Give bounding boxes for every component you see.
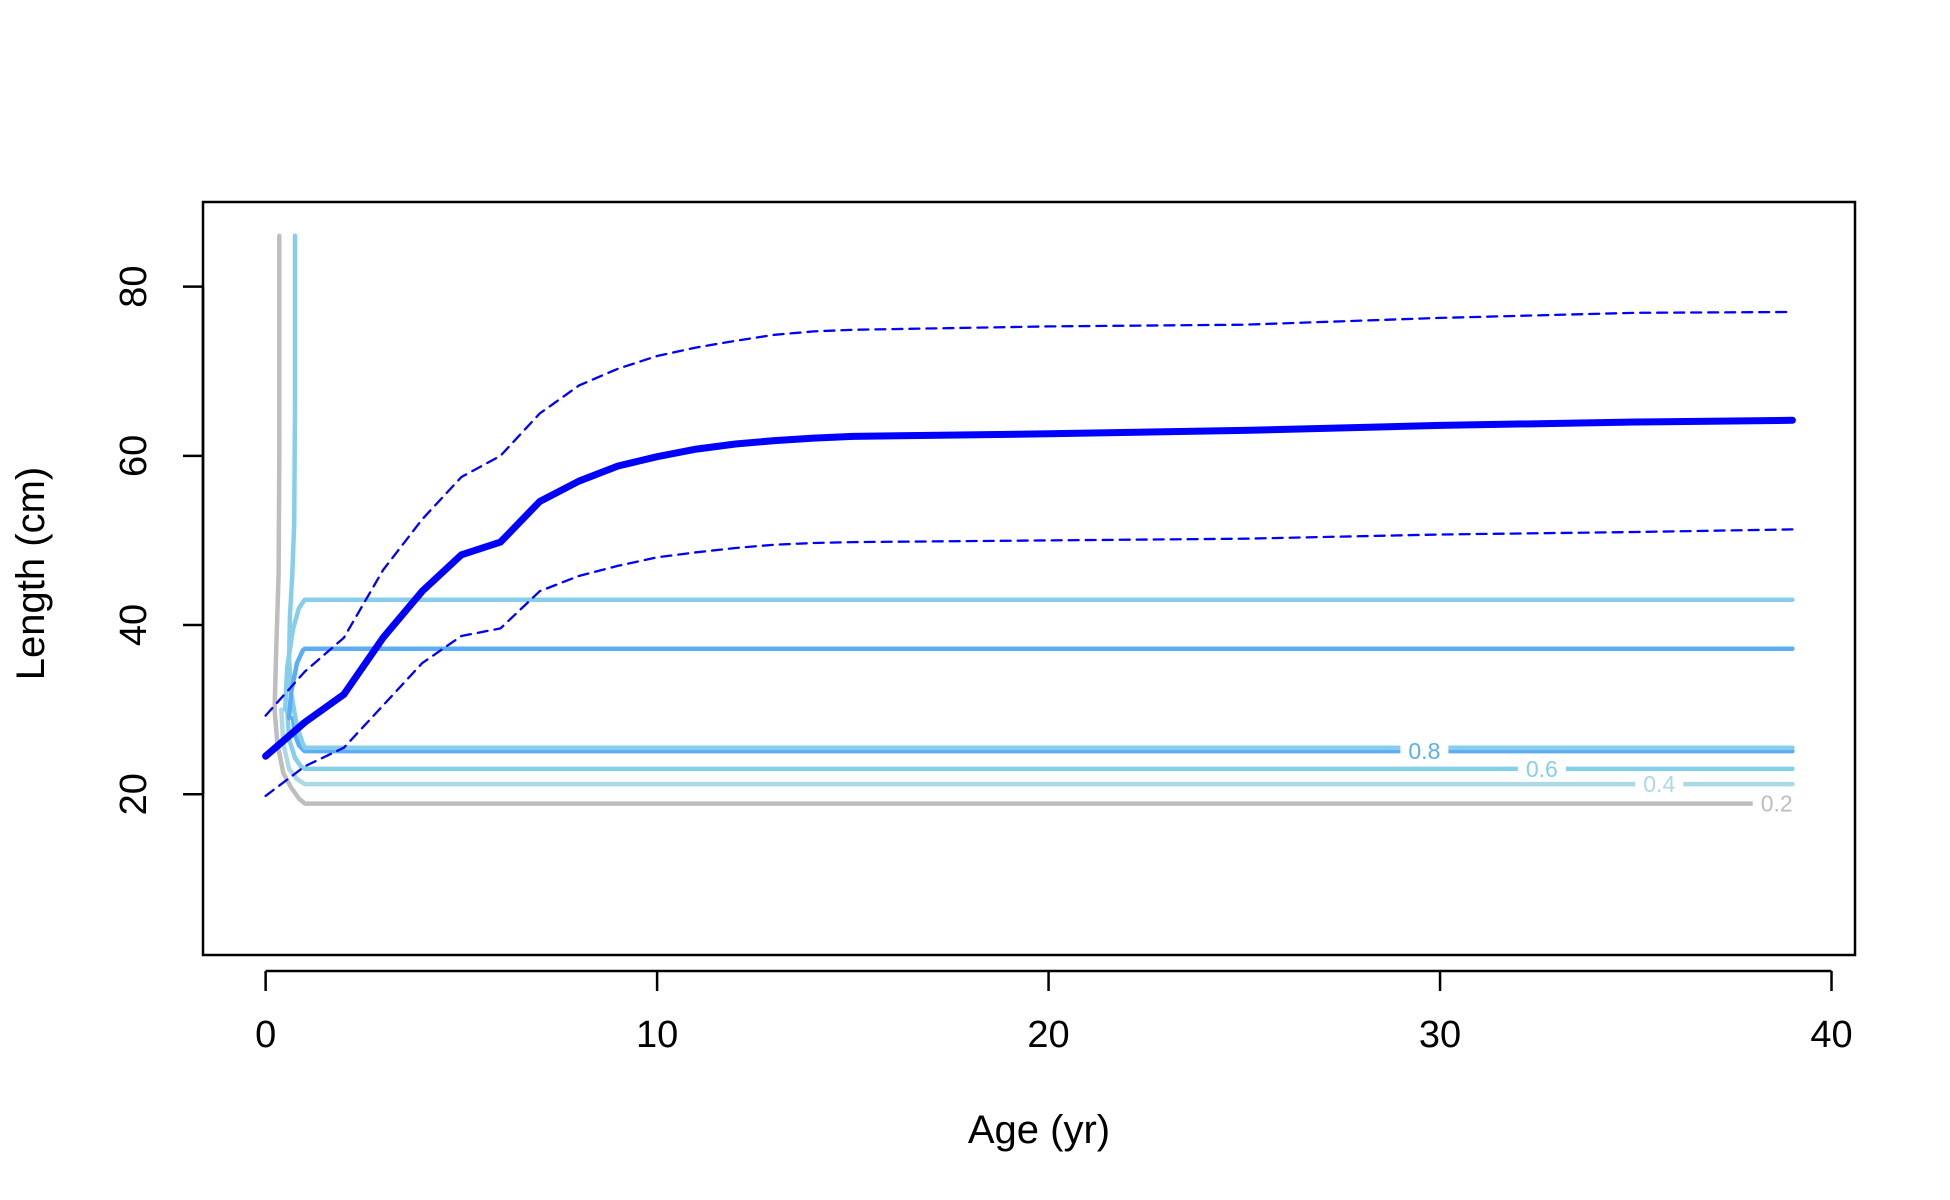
x-tick-label: 40	[1810, 1014, 1852, 1056]
x-axis: 0 10 20 30 40	[255, 969, 1853, 1056]
contour-label-0-8: 0.8	[1408, 738, 1440, 764]
upper-interval-line	[264, 310, 1794, 717]
y-axis: 20 40 60 80	[113, 265, 205, 815]
x-tick-label: 10	[636, 1014, 678, 1056]
mean-length-line	[262, 416, 1796, 760]
x-tick-label: 20	[1027, 1014, 1069, 1056]
contour-label-0-2: 0.2	[1761, 791, 1793, 817]
contour-label-gap	[1400, 741, 1449, 762]
contour-line-5	[282, 597, 1795, 712]
x-tick-label: 30	[1419, 1014, 1461, 1056]
contour-label-gap	[1517, 758, 1566, 779]
y-tick-label: 20	[113, 773, 155, 815]
contour-label-gap	[1635, 774, 1684, 795]
y-tick-label: 60	[113, 435, 155, 477]
contour-label-0-6: 0.6	[1526, 756, 1558, 782]
y-axis-title: Length (cm)	[9, 467, 53, 680]
contour-label-gap	[1752, 793, 1801, 814]
x-tick-label: 0	[255, 1014, 276, 1056]
series-layer	[262, 310, 1796, 798]
lower-interval-line	[264, 528, 1794, 798]
y-tick-label: 40	[113, 604, 155, 646]
contour-line-6	[286, 646, 1795, 721]
y-tick-label: 80	[113, 265, 155, 307]
contour-label-0-4: 0.4	[1643, 771, 1675, 797]
x-axis-title: Age (yr)	[968, 1108, 1110, 1152]
